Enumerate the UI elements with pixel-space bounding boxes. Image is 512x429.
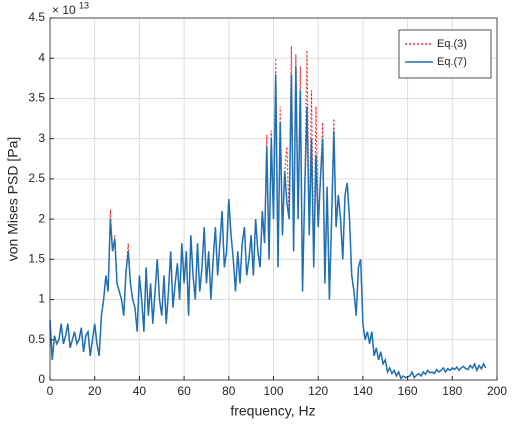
ticks: 0 20 40 60 80 100 120 140 160 180 200 0 0.5 1 1.5 2 2.5 3… <box>28 10 507 398</box>
x-tick-label: 180 <box>442 384 462 398</box>
y-tick-label: 2.5 <box>28 171 45 185</box>
x-tick-label: 120 <box>308 384 328 398</box>
y-tick-label: 1.5 <box>28 252 45 266</box>
y-tick-label: 4 <box>38 50 45 64</box>
legend-label: Eq.(3) <box>437 38 467 50</box>
legend-label: Eq.(7) <box>437 56 467 68</box>
y-axis-label: von Mises PSD [Pa] <box>5 137 21 262</box>
y-tick-label: 4.5 <box>28 10 45 24</box>
y-tick-label: 0.5 <box>28 332 45 346</box>
x-tick-label: 160 <box>398 384 418 398</box>
y-tick-label: 3 <box>38 131 45 145</box>
x-tick-label: 80 <box>222 384 236 398</box>
y-tick-label: 1 <box>38 292 45 306</box>
y-tick-label: 3.5 <box>28 91 45 105</box>
legend-box <box>398 29 492 79</box>
y-scale-exponent: 13 <box>79 0 89 10</box>
y-tick-label: 0 <box>38 372 45 386</box>
series-line <box>49 66 487 380</box>
legend: Eq.(3) Eq.(7) <box>398 29 492 79</box>
y-tick-label: 2 <box>38 211 45 225</box>
x-tick-label: 140 <box>353 384 373 398</box>
x-tick-label: 100 <box>263 384 283 398</box>
x-tick-label: 60 <box>177 384 191 398</box>
x-tick-label: 20 <box>88 384 102 398</box>
lines <box>49 46 487 380</box>
x-tick-label: 40 <box>133 384 147 398</box>
y-scale-base: × 10 <box>52 3 76 17</box>
x-tick-label: 0 <box>47 384 54 398</box>
x-axis-label: frequency, Hz <box>230 403 315 419</box>
x-tick-label: 200 <box>487 384 507 398</box>
